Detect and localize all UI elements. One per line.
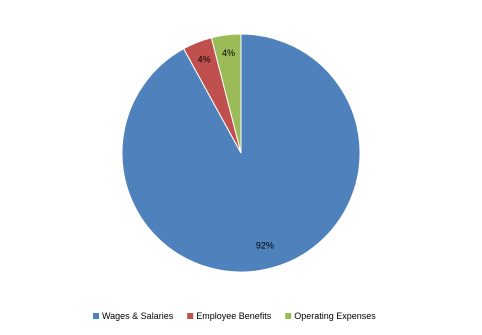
data-label: 4%	[222, 48, 235, 58]
data-label: 4%	[198, 54, 211, 64]
legend-swatch	[93, 313, 99, 319]
legend-label: Wages & Salaries	[102, 311, 174, 321]
legend-label: Operating Expenses	[294, 311, 376, 321]
legend-label: Employee Benefits	[196, 311, 272, 321]
data-label: 92%	[256, 240, 274, 250]
pie-slice	[210, 33, 242, 154]
legend-swatch	[285, 313, 292, 319]
legend-swatch	[187, 313, 194, 319]
